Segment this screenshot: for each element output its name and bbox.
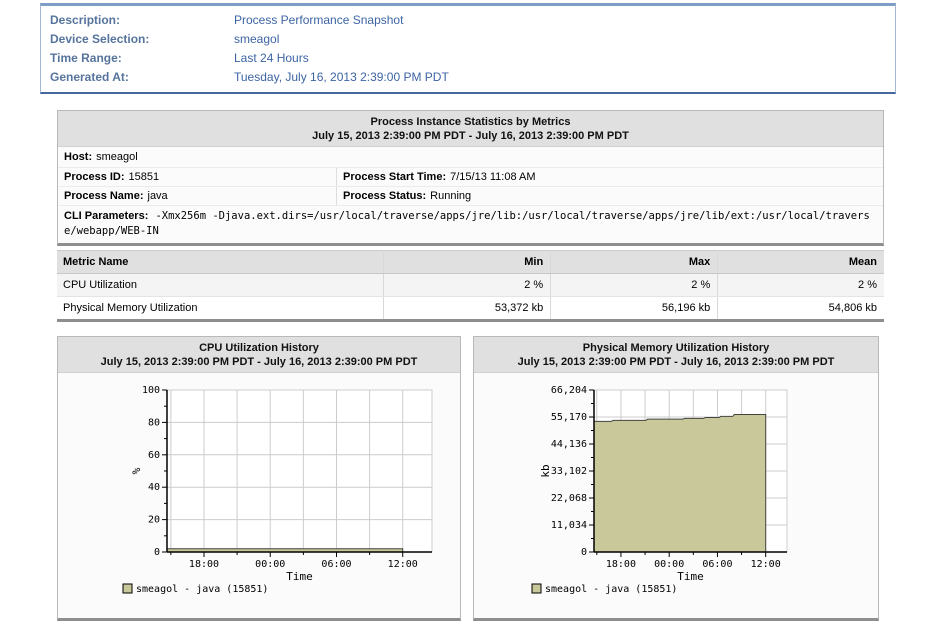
process-panel-body: Host: smeagol Process ID: 15851 Process … (58, 147, 883, 243)
report-info-box: Description: Process Performance Snapsho… (40, 3, 896, 94)
y-tick-label: 22,068 (551, 493, 587, 504)
y-tick-label: 0 (154, 547, 160, 558)
process-statistics-panel: Process Instance Statistics by Metrics J… (57, 110, 884, 246)
y-axis-title: % (130, 467, 143, 474)
cpu-chart-panel: CPU Utilization History July 15, 2013 2:… (57, 336, 461, 621)
y-tick-label: 60 (148, 450, 160, 461)
x-tick-label: 18:00 (189, 559, 219, 570)
y-tick-label: 40 (148, 482, 160, 493)
cpu-utilization-chart: 0 20 40 60 80 100 18:00 00:00 06:00 12:00 Time% sme… (122, 385, 433, 595)
y-tick-label: 55,170 (551, 412, 587, 423)
x-tick-label: 18:00 (606, 559, 636, 570)
host-label: Host: (64, 151, 93, 163)
process-start-time-value: 7/15/13 11:08 AM (450, 171, 536, 183)
memory-utilization-chart: 0 11,034 22,068 33,102 44,136 55,170 66,204 18:… (531, 385, 788, 595)
x-tick-label: 06:00 (702, 559, 732, 570)
report-info-row: Time Range: Last 24 Hours (41, 48, 895, 67)
description-value: Process Performance Snapshot (234, 12, 404, 27)
memory-chart-panel: Physical Memory Utilization History July… (473, 336, 879, 621)
device-selection-label: Device Selection: (50, 31, 150, 46)
host-value: smeagol (96, 151, 138, 163)
memory-chart-header: Physical Memory Utilization History July… (474, 337, 878, 373)
mean-cell: 2 % (717, 273, 884, 297)
y-tick-label: 80 (148, 417, 160, 428)
column-mean: Mean (717, 250, 884, 274)
description-label: Description: (50, 12, 121, 27)
cli-parameters-row: CLI Parameters: -Xmx256m -Djava.ext.dirs… (58, 205, 883, 243)
min-cell: 2 % (383, 273, 551, 297)
generated-at-value: Tuesday, July 16, 2013 2:39:00 PM PDT (234, 69, 449, 84)
memory-chart-title: Physical Memory Utilization History (582, 342, 770, 354)
plot-area (166, 389, 433, 553)
y-tick-label: 100 (142, 385, 160, 396)
cpu-chart-header: CPU Utilization History July 15, 2013 2:… (58, 337, 460, 373)
cpu-chart-subtitle: July 15, 2013 2:39:00 PM PDT - July 16, … (100, 356, 418, 368)
x-axis-title: Time (677, 570, 704, 583)
process-name-row: Process Name: java Process Status: Runni… (58, 186, 883, 205)
process-name-label: Process Name: (64, 190, 144, 202)
x-tick-label: 12:00 (388, 559, 418, 570)
series-area (593, 414, 767, 553)
process-status-value: Running (430, 190, 472, 202)
x-tick-label: 00:00 (255, 559, 285, 570)
y-tick-label: 0 (581, 547, 587, 558)
host-row: Host: smeagol (58, 147, 883, 167)
process-start-time-label: Process Start Time: (343, 171, 447, 183)
y-axis-title: kb (539, 464, 552, 477)
column-max: Max (550, 250, 718, 274)
generated-at-label: Generated At: (50, 69, 129, 84)
report-info-row: Description: Process Performance Snapsho… (41, 10, 895, 29)
min-cell: 53,372 kb (383, 296, 551, 321)
y-tick-label: 11,034 (551, 520, 587, 531)
report-info-row: Device Selection: smeagol (41, 29, 895, 48)
legend-swatch (531, 583, 542, 594)
process-id-value: 15851 (128, 171, 160, 183)
y-tick-label: 20 (148, 515, 160, 526)
column-metric-name: Metric Name (57, 250, 384, 274)
process-name-value: java (147, 190, 168, 202)
process-status-label: Process Status: (343, 190, 427, 202)
metric-name-cell: Physical Memory Utilization (57, 296, 384, 321)
device-selection-value: smeagol (234, 31, 280, 46)
cli-parameters-value: -Xmx256m -Djava.ext.dirs=/usr/local/trav… (64, 210, 870, 237)
cli-parameters-label: CLI Parameters: (64, 210, 149, 222)
process-panel-header: Process Instance Statistics by Metrics J… (58, 111, 883, 147)
metrics-header-row: Metric Name Min Max Mean (57, 250, 884, 274)
mean-cell: 54,806 kb (717, 296, 884, 321)
x-tick-label: 00:00 (654, 559, 684, 570)
table-row-cpu-utilization: CPU Utilization 2 % 2 % 2 % (57, 273, 884, 297)
x-tick-label: 06:00 (321, 559, 351, 570)
legend-label: smeagol - java (15851) (545, 584, 677, 595)
max-cell: 2 % (550, 273, 718, 297)
column-min: Min (383, 250, 551, 274)
memory-chart-subtitle: July 15, 2013 2:39:00 PM PDT - July 16, … (517, 356, 835, 368)
process-id-label: Process ID: (64, 171, 125, 183)
max-cell: 56,196 kb (550, 296, 718, 321)
time-range-value: Last 24 Hours (234, 50, 309, 65)
y-tick-label: 66,204 (551, 385, 587, 396)
legend-label: smeagol - java (15851) (136, 584, 268, 595)
y-tick-label: 33,102 (551, 466, 587, 477)
process-panel-title: Process Instance Statistics by Metrics (370, 116, 571, 128)
y-tick-label: 44,136 (551, 439, 587, 450)
metric-name-cell: CPU Utilization (57, 273, 384, 297)
process-id-row: Process ID: 15851 Process Start Time: 7/… (58, 167, 883, 186)
cpu-chart-title: CPU Utilization History (199, 342, 319, 354)
x-tick-label: 12:00 (751, 559, 781, 570)
process-panel-subtitle: July 15, 2013 2:39:00 PM PDT - July 16, … (312, 130, 629, 142)
x-axis-title: Time (286, 570, 313, 583)
time-range-label: Time Range: (50, 50, 122, 65)
table-row-physical-memory: Physical Memory Utilization 53,372 kb 56… (57, 296, 884, 321)
legend-swatch (122, 583, 133, 594)
report-info-row: Generated At: Tuesday, July 16, 2013 2:3… (41, 67, 895, 86)
metrics-table: Metric Name Min Max Mean CPU Utilization… (57, 250, 884, 322)
